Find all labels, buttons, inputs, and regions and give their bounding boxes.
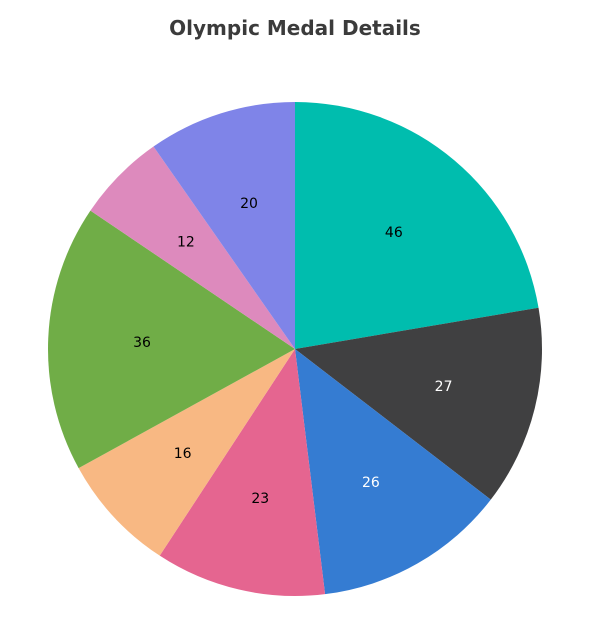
pie-labels: 46 27 26 23 16 36 12 20 — [133, 196, 452, 507]
pie-slices — [47, 102, 542, 596]
data-label-1: 46 — [385, 225, 403, 241]
pie-slice-4[interactable] — [159, 349, 326, 596]
data-label-7: 12 — [177, 235, 195, 251]
data-label-4: 23 — [251, 491, 269, 507]
chart-title: Olympic Medal Details — [169, 16, 421, 40]
data-label-8: 20 — [240, 196, 258, 212]
data-label-5: 16 — [174, 446, 192, 462]
pie-slice-6[interactable] — [47, 210, 295, 469]
pie-slice-3[interactable] — [295, 349, 491, 595]
pie-slice-7[interactable] — [90, 146, 295, 349]
data-label-3: 26 — [362, 475, 380, 491]
pie-slice-5[interactable] — [78, 349, 296, 556]
pie-slice-1[interactable] — [295, 102, 539, 349]
pie-slice-8[interactable] — [153, 102, 296, 349]
data-label-6: 36 — [133, 335, 151, 351]
data-label-2: 27 — [435, 379, 453, 395]
pie-slice-2[interactable] — [295, 307, 542, 500]
